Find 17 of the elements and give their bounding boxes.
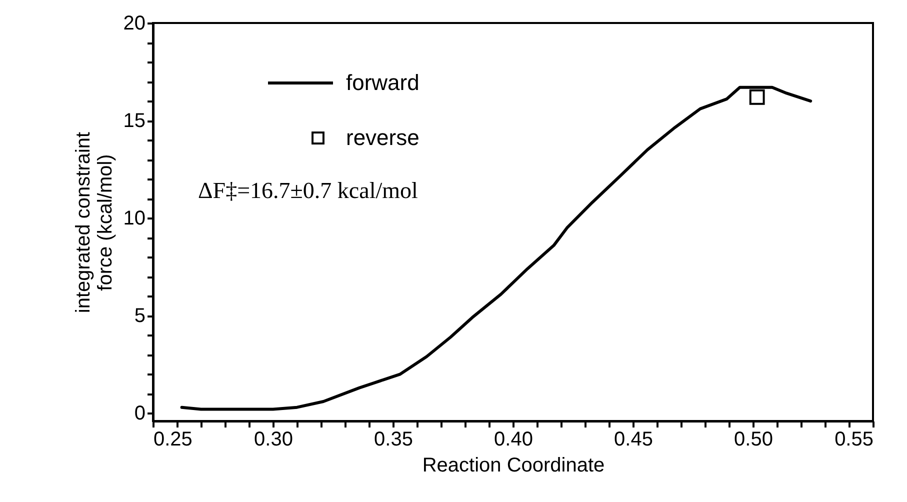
x-tick-label: 0.40 bbox=[494, 428, 533, 450]
x-axis-title: Reaction Coordinate bbox=[422, 454, 605, 476]
y-axis-title: integrated constraint force (kcal/mol) bbox=[72, 131, 116, 314]
y-tick-label: 0 bbox=[134, 402, 146, 425]
x-tick-label: 0.35 bbox=[374, 428, 413, 450]
x-tick-label: 0.45 bbox=[614, 428, 653, 450]
annotation: ΔF‡=16.7±0.7 kcal/mol bbox=[198, 178, 418, 203]
y-tick-label: 5 bbox=[134, 305, 146, 328]
text: 0.25 bbox=[154, 428, 192, 450]
legend-label: forward bbox=[346, 70, 420, 95]
y-tick-label: 20 bbox=[123, 12, 146, 34]
legend-label: reverse bbox=[346, 125, 420, 150]
x-tick-label: 0.55 bbox=[834, 428, 874, 450]
x-tick-label: 0.30 bbox=[254, 428, 293, 450]
y-tick-label: 10 bbox=[123, 208, 146, 230]
x-tick-label: 0.50 bbox=[734, 428, 773, 450]
y-tick-label: 15 bbox=[123, 110, 146, 132]
